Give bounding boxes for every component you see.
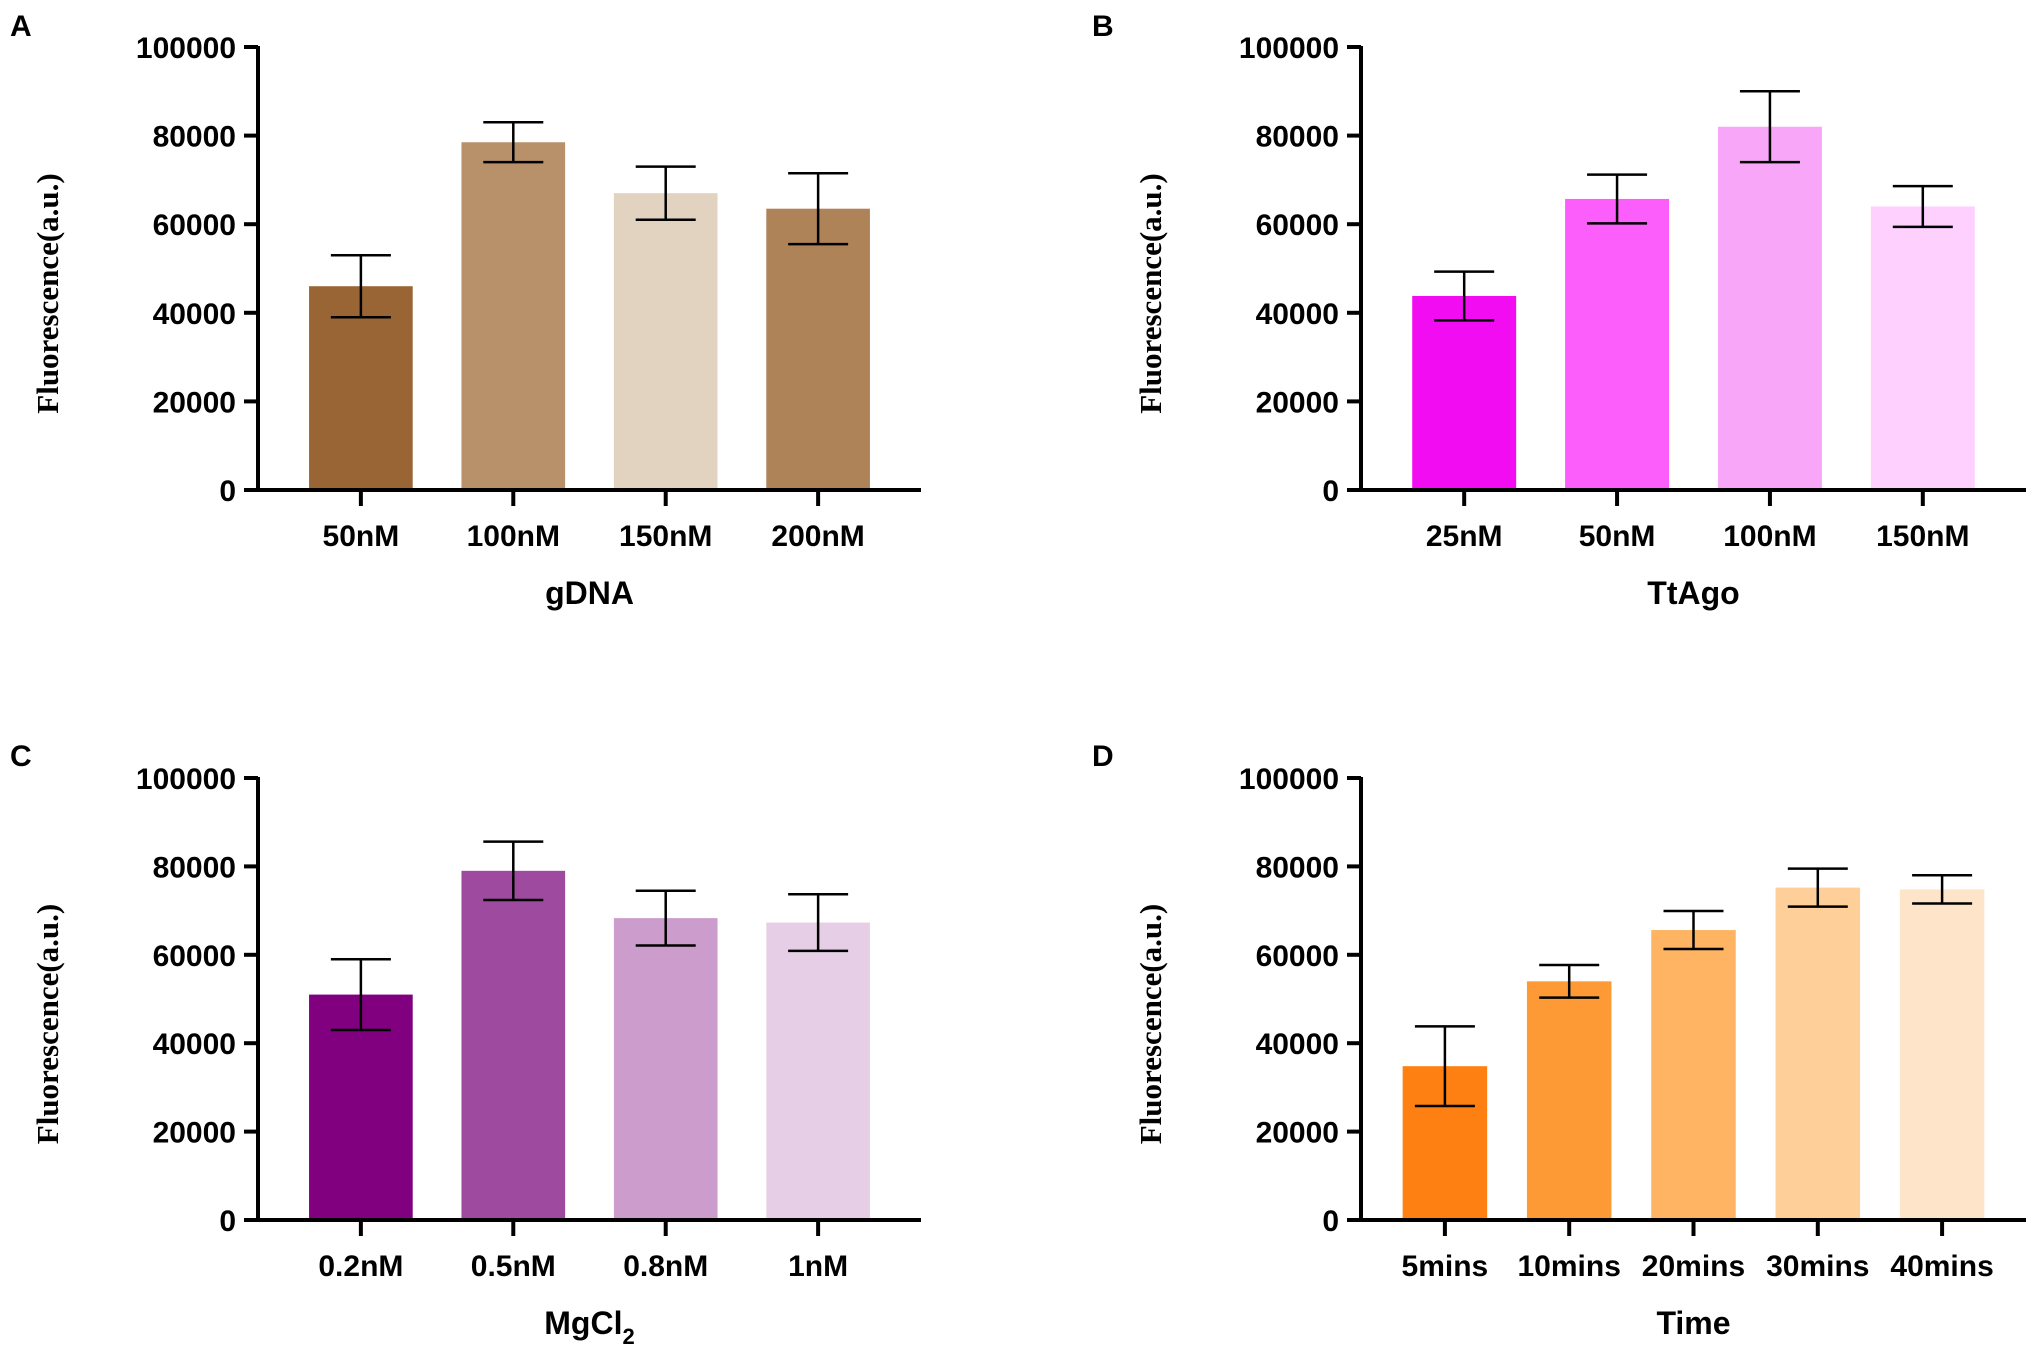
y-tick-label: 40000 <box>1256 1028 1339 1061</box>
y-tick-label: 20000 <box>1256 1117 1339 1150</box>
x-tick-label: 50nM <box>1579 520 1656 553</box>
panel-a: A 0 20000 40000 60000 80000 100000 50nM 100nM 150… <box>10 10 921 611</box>
x-axis-label: TtAgo <box>1647 575 1739 611</box>
y-tick-label: 0 <box>1322 1205 1339 1238</box>
x-tick-label: 150nM <box>619 520 712 553</box>
y-axis-label: Fluorescence(a.u.) <box>30 904 65 1144</box>
y-axis-label: Fluorescence(a.u.) <box>30 173 65 413</box>
bar-50nM <box>1565 198 1670 490</box>
y-axis-label: Fluorescence(a.u.) <box>1133 173 1168 413</box>
panel-c: C 0 20000 40000 60000 80000 100000 0.2nM 0.5nM 0.… <box>10 740 921 1349</box>
x-tick-label: 0.8nM <box>623 1250 708 1283</box>
y-tick-label: 80000 <box>153 851 236 884</box>
y-tick-label: 100000 <box>1239 763 1339 796</box>
y-tick-label: 80000 <box>1256 851 1339 884</box>
panel-d: D 0 20000 40000 60000 80000 100000 5mins 10mins 2… <box>1092 740 2026 1341</box>
bar-150nM <box>613 193 718 490</box>
bar-200nM <box>766 208 870 490</box>
x-tick-label: 10mins <box>1518 1250 1621 1283</box>
x-tick-label: 200nM <box>771 520 864 553</box>
y-tick-label: 0 <box>1322 475 1339 508</box>
y-tick-label: 20000 <box>153 1117 236 1150</box>
y-tick-label: 100000 <box>136 763 236 796</box>
x-tick-label: 5mins <box>1402 1250 1489 1283</box>
y-tick-label: 0 <box>219 1205 236 1238</box>
x-tick-label: 100nM <box>1723 520 1816 553</box>
y-tick-label: 40000 <box>1256 298 1339 331</box>
y-tick-label: 60000 <box>1256 209 1339 242</box>
x-tick-label: 0.5nM <box>471 1250 556 1283</box>
x-tick-label: 1nM <box>788 1250 848 1283</box>
bar-100nM <box>1717 126 1822 491</box>
x-tick-label: 150nM <box>1876 520 1969 553</box>
y-tick-label: 20000 <box>153 386 236 419</box>
y-tick-label: 20000 <box>1256 386 1339 419</box>
bar-0.8nM <box>613 918 718 1220</box>
x-tick-label: 50nM <box>323 520 400 553</box>
bar-50nM <box>309 286 413 490</box>
y-tick-label: 0 <box>219 475 236 508</box>
bar-30mins <box>1775 887 1861 1220</box>
panel-b: B 0 20000 40000 60000 80000 100000 25nM 50nM 100n… <box>1092 10 2026 611</box>
x-axis-label: Time <box>1656 1305 1730 1341</box>
y-tick-label: 100000 <box>136 32 236 65</box>
panel-label: A <box>10 10 32 43</box>
x-tick-label: 100nM <box>467 520 560 553</box>
bar-100nM <box>461 142 566 490</box>
panel-label: D <box>1092 740 1114 773</box>
bar-0.2nM <box>309 994 413 1220</box>
panel-label: B <box>1092 10 1114 43</box>
bar-25nM <box>1412 295 1517 490</box>
x-axis-label-main: MgCl <box>544 1305 622 1341</box>
x-tick-label: 25nM <box>1426 520 1503 553</box>
y-tick-label: 60000 <box>1256 940 1339 973</box>
x-tick-label: 30mins <box>1766 1250 1869 1283</box>
bar-150nM <box>1870 206 1975 491</box>
y-tick-label: 40000 <box>153 298 236 331</box>
x-tick-label: 20mins <box>1642 1250 1745 1283</box>
y-tick-label: 60000 <box>153 209 236 242</box>
y-tick-label: 40000 <box>153 1028 236 1061</box>
bar-40mins <box>1899 889 1985 1220</box>
x-tick-label: 40mins <box>1890 1250 1993 1283</box>
bar-20mins <box>1651 930 1736 1220</box>
y-axis-label: Fluorescence(a.u.) <box>1133 904 1168 1144</box>
y-tick-label: 80000 <box>1256 121 1339 154</box>
y-tick-label: 80000 <box>153 121 236 154</box>
x-tick-label: 0.2nM <box>318 1250 403 1283</box>
x-axis-label: gDNA <box>545 575 634 611</box>
x-axis-label: MgCl2 <box>544 1305 634 1349</box>
panel-label: C <box>10 740 32 773</box>
x-axis-label-subscript: 2 <box>622 1324 634 1349</box>
bar-1nM <box>766 922 870 1220</box>
bar-0.5nM <box>461 870 566 1220</box>
y-tick-label: 60000 <box>153 940 236 973</box>
y-tick-label: 100000 <box>1239 32 1339 65</box>
bar-10mins <box>1526 981 1612 1220</box>
